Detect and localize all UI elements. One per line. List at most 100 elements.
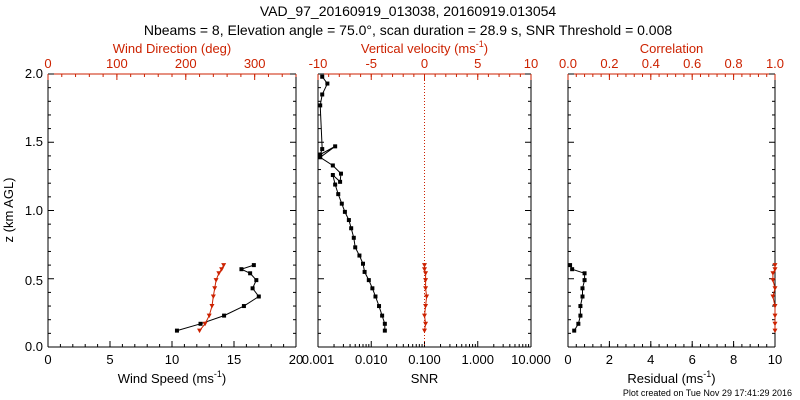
y-tick-label: 1.5 bbox=[25, 134, 43, 149]
data-point bbox=[370, 286, 375, 291]
top-tick-label: 0.4 bbox=[642, 56, 660, 71]
data-point bbox=[772, 313, 778, 319]
data-point bbox=[578, 304, 583, 309]
data-point bbox=[351, 235, 356, 240]
bottom-axis-title: Residual (ms-1) bbox=[627, 369, 715, 386]
data-point bbox=[318, 155, 323, 160]
data-point bbox=[251, 263, 256, 268]
top-tick-label: 0.0 bbox=[559, 56, 577, 71]
bottom-axis-title: Wind Speed (ms-1) bbox=[118, 369, 226, 386]
y-tick-label: 2.0 bbox=[25, 66, 43, 81]
data-point bbox=[361, 261, 366, 266]
data-point bbox=[209, 304, 215, 309]
x-tick-label: 6 bbox=[689, 352, 696, 367]
data-point bbox=[422, 263, 427, 268]
data-point bbox=[330, 163, 335, 168]
data-point bbox=[568, 263, 573, 268]
top-tick-label: 0.6 bbox=[683, 56, 701, 71]
data-point bbox=[212, 286, 218, 291]
data-point bbox=[580, 286, 585, 291]
top-tick-label: 200 bbox=[175, 56, 197, 71]
top-axis-title: Wind Direction (deg) bbox=[113, 41, 232, 56]
title-line-2: Nbeams = 8, Elevation angle = 75.0°, sca… bbox=[144, 22, 673, 38]
y-axis-label: z (km AGL) bbox=[1, 177, 16, 242]
data-point bbox=[333, 144, 338, 149]
data-point bbox=[219, 267, 225, 272]
data-point bbox=[318, 152, 323, 157]
bottom-axis-title-close: ) bbox=[222, 371, 226, 386]
data-point bbox=[382, 321, 387, 326]
data-point bbox=[248, 271, 253, 276]
top-tick-label: -5 bbox=[365, 56, 377, 71]
data-point bbox=[336, 192, 341, 197]
data-point bbox=[373, 294, 378, 299]
plot-created-footer: Plot created on Tue Nov 29 17:41:29 2016 bbox=[623, 388, 792, 398]
data-point bbox=[423, 321, 429, 327]
data-point bbox=[423, 286, 429, 291]
data-point bbox=[380, 313, 385, 318]
data-point bbox=[198, 321, 203, 326]
data-point bbox=[362, 269, 367, 274]
x-tick-label: 20 bbox=[289, 352, 303, 367]
series-line bbox=[772, 265, 776, 331]
bottom-axis-title: SNR bbox=[411, 371, 438, 386]
x-tick-label: 2 bbox=[606, 352, 613, 367]
x-tick-label: 0 bbox=[44, 352, 51, 367]
top-tick-label: 300 bbox=[244, 56, 266, 71]
data-point bbox=[423, 278, 429, 283]
data-point bbox=[423, 271, 429, 276]
data-point bbox=[349, 226, 354, 231]
data-point bbox=[582, 278, 587, 283]
series-line bbox=[569, 264, 586, 331]
data-point bbox=[320, 92, 325, 97]
data-point bbox=[422, 313, 427, 319]
y-tick-label: 1.0 bbox=[25, 203, 43, 218]
data-point bbox=[772, 263, 778, 268]
data-point bbox=[318, 103, 323, 108]
data-point bbox=[576, 321, 581, 326]
data-point bbox=[770, 278, 776, 283]
x-tick-label: 5 bbox=[106, 352, 113, 367]
data-point bbox=[770, 294, 776, 299]
data-point bbox=[330, 173, 335, 178]
bottom-axis-title-close: ) bbox=[711, 371, 715, 386]
top-tick-label: -10 bbox=[309, 56, 328, 71]
top-axis-title-superscript: -1 bbox=[476, 39, 484, 49]
bottom-axis-title-superscript: -1 bbox=[214, 369, 222, 379]
data-point bbox=[772, 267, 778, 272]
data-point bbox=[250, 286, 255, 291]
y-tick-label: 0.0 bbox=[25, 339, 43, 354]
data-point bbox=[346, 218, 351, 223]
series-line bbox=[423, 265, 428, 331]
y-tick-label: 0.5 bbox=[25, 273, 43, 288]
series-line bbox=[199, 264, 225, 331]
data-point bbox=[206, 313, 212, 319]
panel-3: 0 2 4 6 8 10 Residual (ms-1) 0.0 0.2 0.4 0.6 0.8 1.0… bbox=[559, 41, 784, 386]
panel-2: 0.001 0.010 0.100 1.000 10.000 SNR -10 -5 0 5 10 Ve… bbox=[302, 39, 551, 386]
data-point bbox=[222, 313, 227, 318]
bottom-axis-title-superscript: -1 bbox=[703, 369, 711, 379]
x-tick-label: 0 bbox=[564, 352, 571, 367]
data-point bbox=[239, 267, 244, 272]
data-point bbox=[366, 278, 371, 283]
data-point bbox=[357, 253, 362, 258]
x-tick-label: 10 bbox=[768, 352, 782, 367]
top-axis-title-close: ) bbox=[484, 41, 488, 56]
data-point bbox=[578, 313, 583, 318]
title-line-1: VAD_97_20160919_013038, 20160919.013054 bbox=[260, 3, 557, 19]
y-tick-labels: 0.0 0.5 1.0 1.5 2.0 bbox=[25, 66, 43, 354]
data-point bbox=[197, 328, 203, 334]
x-tick-label: 15 bbox=[227, 352, 241, 367]
data-point bbox=[254, 278, 259, 283]
data-point bbox=[772, 328, 778, 334]
data-point bbox=[216, 271, 222, 276]
x-tick-label: 10.000 bbox=[511, 352, 551, 367]
data-point bbox=[353, 245, 358, 250]
top-axis-title: Vertical velocity (ms-1) bbox=[361, 39, 488, 56]
data-point bbox=[256, 294, 261, 299]
top-axis-title: Correlation bbox=[640, 41, 704, 56]
data-point bbox=[377, 304, 382, 309]
data-point bbox=[339, 201, 344, 206]
data-point bbox=[422, 328, 427, 334]
